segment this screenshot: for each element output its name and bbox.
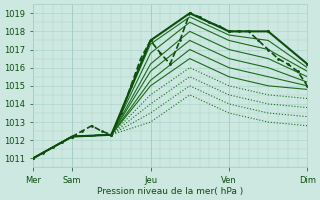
X-axis label: Pression niveau de la mer( hPa ): Pression niveau de la mer( hPa ) xyxy=(97,187,243,196)
